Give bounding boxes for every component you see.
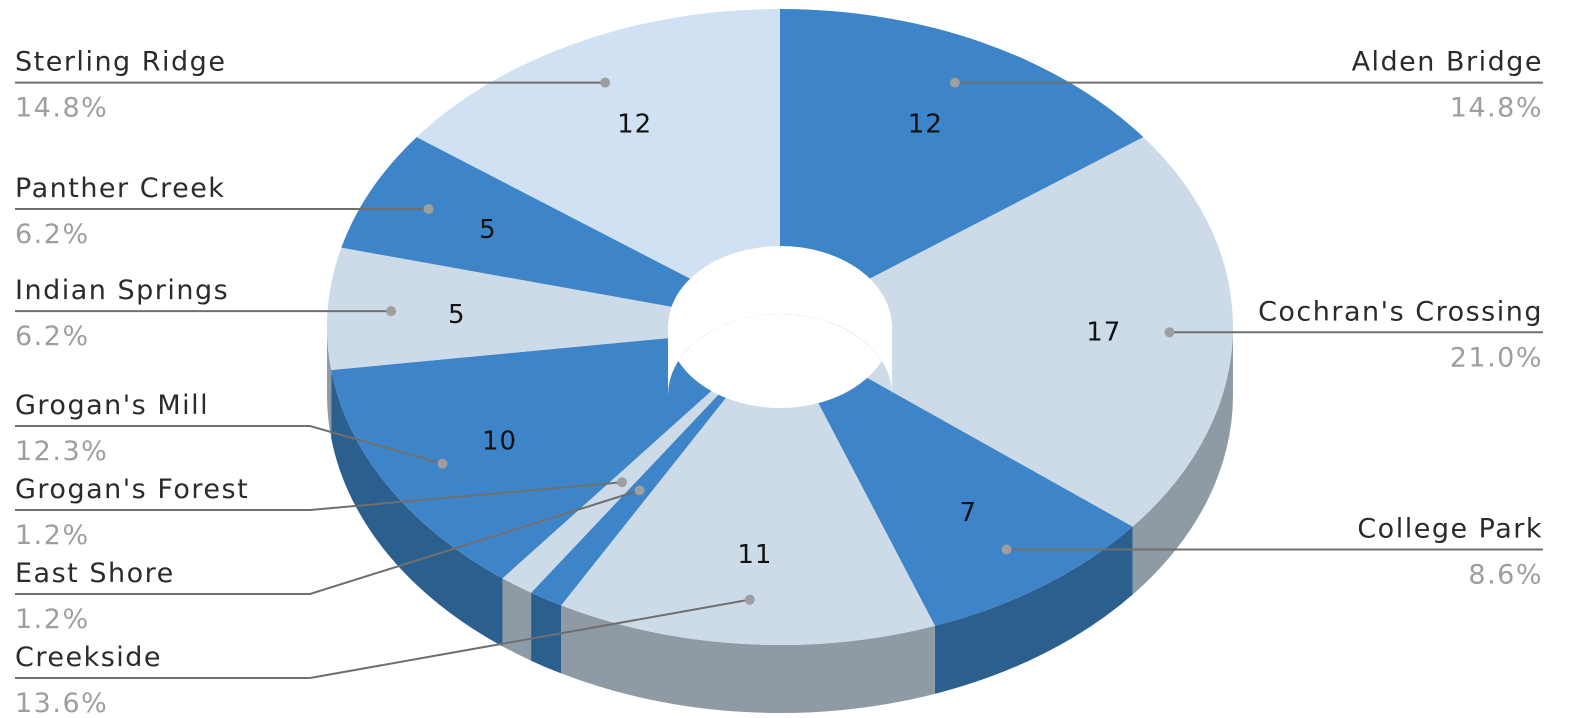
- hole-floor: [668, 246, 892, 395]
- value-label: 5: [479, 215, 497, 245]
- leader-dot: [634, 485, 645, 496]
- slice-creekside: [561, 397, 935, 646]
- value-label: 11: [737, 540, 772, 570]
- slice-grogan-s-mill: [331, 337, 712, 579]
- slice-side: [934, 526, 1133, 694]
- slice-percent: 12.3%: [15, 436, 108, 467]
- slice-cochran-s-crossing: [867, 137, 1233, 527]
- leader-dot: [1164, 327, 1175, 338]
- slice-label: Cochran's Crossing: [1258, 296, 1543, 327]
- slice-label: Grogan's Forest: [15, 474, 249, 505]
- slice-side: [331, 370, 503, 647]
- slice-percent: 6.2%: [15, 321, 90, 352]
- slice-side: [502, 578, 532, 661]
- slice-sterling-ridge: [416, 9, 780, 279]
- slice-side: [1132, 327, 1233, 595]
- slice-side: [531, 592, 562, 674]
- leader-lines: [15, 77, 1543, 679]
- value-label: 17: [1086, 317, 1121, 347]
- donut-hole: [668, 246, 892, 395]
- slice-percent: 6.2%: [15, 219, 90, 250]
- value-label: 12: [908, 110, 943, 140]
- slice-indian-springs: [327, 247, 672, 371]
- slice-panther-creek: [341, 137, 691, 307]
- slice-percent: 14.8%: [1450, 93, 1543, 124]
- slice-percent: 14.8%: [15, 93, 108, 124]
- slice-label: Sterling Ridge: [15, 47, 226, 78]
- leader-line: [15, 489, 640, 595]
- value-label: 5: [448, 300, 466, 330]
- value-label: 7: [960, 498, 978, 528]
- slice-percent: 13.6%: [15, 688, 108, 718]
- slice-label: Alden Bridge: [1352, 47, 1543, 78]
- slice-tops: [327, 9, 1233, 646]
- slice-label: Panther Creek: [15, 173, 225, 204]
- slice-percent: 1.2%: [15, 604, 90, 635]
- leader-line: [15, 481, 623, 511]
- leader-dot: [423, 204, 434, 215]
- slice-label: Grogan's Mill: [15, 390, 209, 421]
- slice-side: [327, 327, 332, 439]
- leader-line: [15, 598, 750, 679]
- slice-alden-bridge: [780, 9, 1144, 279]
- leader-dot: [949, 77, 960, 88]
- leader-dot: [600, 77, 611, 88]
- slice-label: East Shore: [15, 558, 175, 589]
- slice-label: Creekside: [15, 642, 162, 673]
- value-label: 10: [482, 427, 517, 457]
- slice-east-shore: [531, 394, 726, 606]
- leader-dot: [744, 594, 755, 605]
- slice-percent: 21.0%: [1450, 342, 1543, 373]
- slice-percent: 8.6%: [1468, 559, 1543, 590]
- value-label: 12: [617, 110, 652, 140]
- slice-side: [561, 605, 935, 714]
- slice-college-park: [818, 377, 1133, 626]
- leader-dot: [616, 477, 627, 488]
- slice-label: Indian Springs: [15, 275, 229, 306]
- leader-dot: [386, 306, 397, 317]
- leader-dot: [1001, 544, 1012, 555]
- value-labels: 12 17 7 11 10 5 5 12: [448, 110, 1121, 570]
- slice-label: College Park: [1357, 513, 1543, 544]
- slice-labels: Alden Bridge 14.8% Cochran's Crossing 21.0%…: [15, 47, 1543, 718]
- leader-dot: [437, 458, 448, 469]
- leader-line: [15, 425, 443, 465]
- slice-grogan-s-forest: [502, 391, 719, 593]
- slice-percent: 1.2%: [15, 520, 90, 551]
